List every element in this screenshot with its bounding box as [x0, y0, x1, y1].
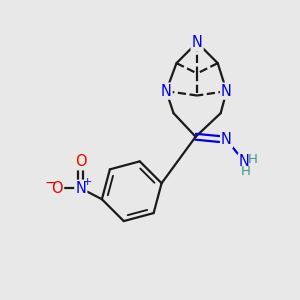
Text: N: N	[221, 84, 232, 99]
Text: H: H	[248, 153, 258, 166]
Text: −: −	[44, 176, 56, 190]
Text: N: N	[75, 181, 86, 196]
Text: N: N	[192, 35, 203, 50]
Text: O: O	[51, 181, 63, 196]
Text: O: O	[75, 154, 87, 169]
Text: N: N	[221, 132, 232, 147]
Text: N: N	[239, 154, 250, 169]
Text: N: N	[161, 84, 172, 99]
Text: H: H	[241, 165, 250, 178]
Text: +: +	[82, 177, 92, 187]
